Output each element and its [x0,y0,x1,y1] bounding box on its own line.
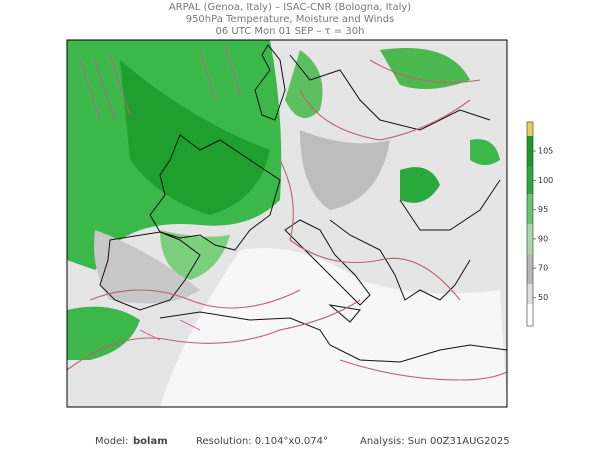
title-line-3: 06 UTC Mon 01 SEP – τ = 30h [216,26,365,37]
analysis: Analysis: Sun 00Z31AUG2025 [360,436,510,447]
title-line-2: 950hPa Temperature, Moisture and Winds [186,14,395,25]
color-legend: 105 100 95 90 70 50 [526,121,553,327]
legend-tick-label: 50 [538,293,548,302]
legend-tick-label: 70 [538,264,548,273]
legend-tick-label: 90 [538,234,548,243]
map [66,39,508,408]
legend-tick-label: 95 [538,205,548,214]
title-line-1: ARPAL (Genoa, Italy) – ISAC-CNR (Bologna… [169,2,411,13]
legend-tick-label: 105 [538,147,553,156]
model-label: Model: [95,436,128,447]
resolution: Resolution: 0.104°x0.074° [196,436,328,447]
model-name: bolam [133,436,168,447]
legend-tick-label: 100 [538,176,553,185]
